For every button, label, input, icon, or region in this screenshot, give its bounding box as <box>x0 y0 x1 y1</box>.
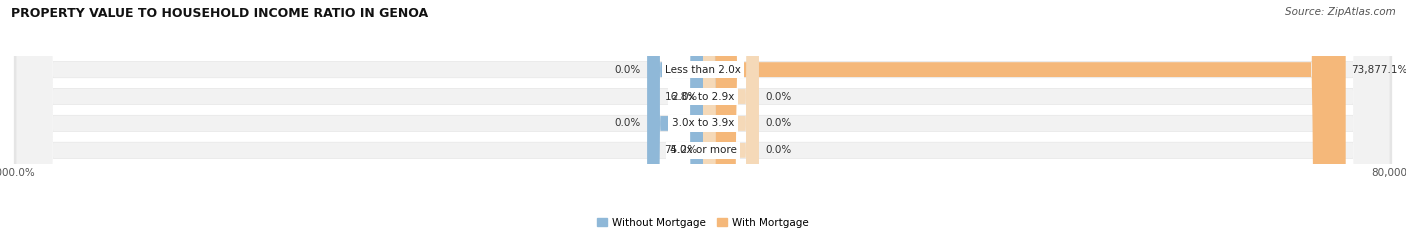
Text: 0.0%: 0.0% <box>766 145 792 155</box>
FancyBboxPatch shape <box>14 0 1392 234</box>
FancyBboxPatch shape <box>14 0 1392 234</box>
FancyBboxPatch shape <box>14 0 1392 234</box>
Text: Source: ZipAtlas.com: Source: ZipAtlas.com <box>1285 7 1396 17</box>
FancyBboxPatch shape <box>690 0 716 234</box>
Text: 16.8%: 16.8% <box>665 91 697 102</box>
Text: Less than 2.0x: Less than 2.0x <box>665 65 741 75</box>
FancyBboxPatch shape <box>14 0 1392 234</box>
FancyBboxPatch shape <box>703 0 759 234</box>
Text: 3.0x to 3.9x: 3.0x to 3.9x <box>672 118 734 128</box>
Text: 0.0%: 0.0% <box>614 65 640 75</box>
Text: PROPERTY VALUE TO HOUSEHOLD INCOME RATIO IN GENOA: PROPERTY VALUE TO HOUSEHOLD INCOME RATIO… <box>11 7 429 20</box>
FancyBboxPatch shape <box>703 0 759 234</box>
Text: 0.0%: 0.0% <box>614 118 640 128</box>
FancyBboxPatch shape <box>703 0 759 234</box>
FancyBboxPatch shape <box>17 0 1389 234</box>
Text: 4.0x or more: 4.0x or more <box>669 145 737 155</box>
Text: 73,877.1%: 73,877.1% <box>1351 65 1406 75</box>
Legend: Without Mortgage, With Mortgage: Without Mortgage, With Mortgage <box>593 213 813 232</box>
Text: 0.0%: 0.0% <box>766 91 792 102</box>
FancyBboxPatch shape <box>647 0 703 234</box>
FancyBboxPatch shape <box>690 0 716 234</box>
FancyBboxPatch shape <box>17 0 1389 234</box>
Text: 2.0x to 2.9x: 2.0x to 2.9x <box>672 91 734 102</box>
FancyBboxPatch shape <box>703 0 1346 234</box>
FancyBboxPatch shape <box>17 0 1389 234</box>
Text: 75.2%: 75.2% <box>664 145 697 155</box>
FancyBboxPatch shape <box>647 0 703 234</box>
Text: 0.0%: 0.0% <box>766 118 792 128</box>
FancyBboxPatch shape <box>17 0 1389 234</box>
